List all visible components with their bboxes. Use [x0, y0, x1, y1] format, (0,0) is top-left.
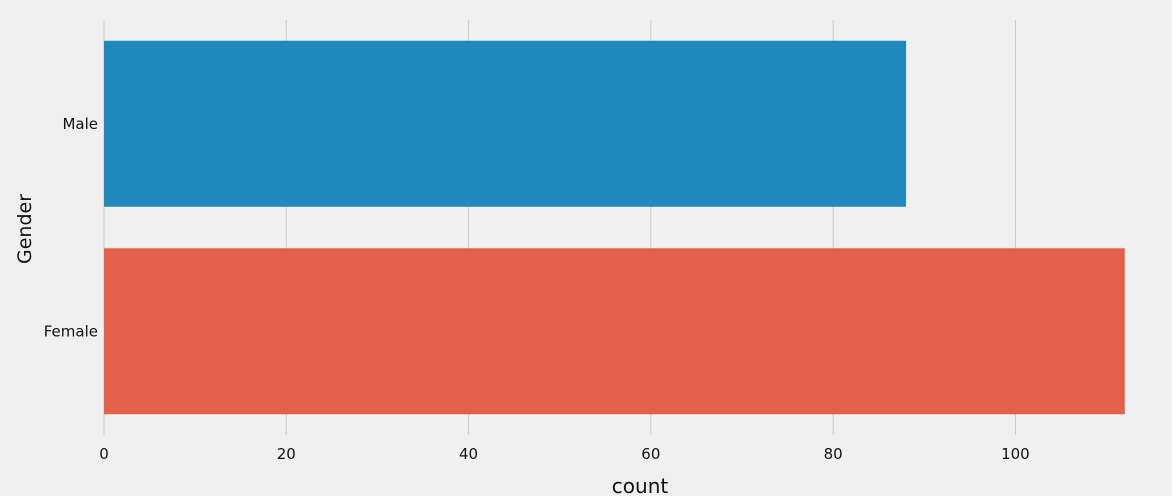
x-axis-label: count — [612, 474, 669, 498]
y-tick-label-female: Female — [44, 322, 98, 340]
figure-white-border-bottom — [0, 496, 1176, 501]
x-tick-label-20: 20 — [277, 445, 296, 463]
x-tick-labels: 0 20 40 60 80 100 — [99, 445, 1029, 463]
figure-white-border-right — [1172, 0, 1176, 501]
y-tick-label-male: Male — [62, 115, 98, 133]
y-axis-label: Gender — [14, 194, 36, 264]
x-tick-label-80: 80 — [824, 445, 843, 463]
bar-female — [104, 248, 1125, 415]
bars — [104, 40, 1125, 415]
bar-male — [104, 40, 907, 207]
x-tick-label-60: 60 — [641, 445, 660, 463]
y-tick-labels: Male Female — [44, 115, 98, 341]
x-tick-label-0: 0 — [99, 445, 109, 463]
x-tick-label-40: 40 — [459, 445, 478, 463]
x-tick-label-100: 100 — [1001, 445, 1030, 463]
